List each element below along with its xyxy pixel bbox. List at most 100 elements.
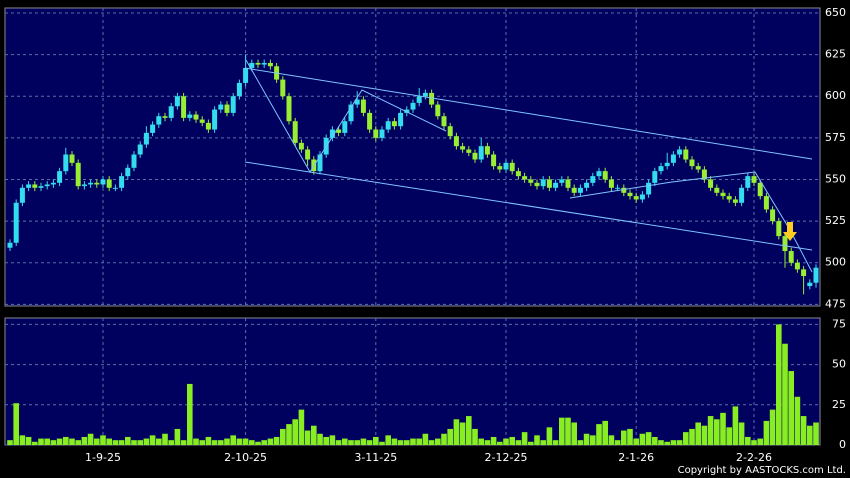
- volume-bar: [50, 440, 57, 445]
- volume-bar: [695, 422, 701, 445]
- volume-bar: [230, 435, 236, 445]
- candle-body: [317, 154, 323, 172]
- volume-bar: [689, 428, 695, 445]
- trend-line: [569, 171, 813, 273]
- candle-body: [360, 99, 366, 113]
- volume-bar: [559, 417, 565, 445]
- candle-body: [32, 184, 38, 188]
- candle-body: [367, 112, 373, 130]
- volume-bar: [627, 428, 633, 445]
- volume-bar: [534, 435, 540, 445]
- volume-panel: [4, 317, 821, 446]
- candle-body: [794, 262, 800, 270]
- candle-body: [379, 129, 385, 138]
- candle-body: [441, 116, 447, 127]
- candle-body: [119, 176, 125, 188]
- volume-bar: [75, 440, 81, 445]
- candle-body: [553, 182, 559, 188]
- candle-body: [565, 179, 571, 188]
- volume-bar: [329, 435, 336, 445]
- volume-bar: [515, 440, 522, 445]
- volume-bar: [342, 438, 348, 445]
- candle-body: [205, 122, 211, 130]
- candle-body: [546, 179, 552, 188]
- volume-bar: [528, 441, 534, 445]
- candle-body: [292, 121, 298, 143]
- x-tick-label: 2-12-25: [485, 451, 528, 464]
- candle-body: [150, 124, 156, 133]
- trend-line: [245, 59, 447, 173]
- volume-bar: [714, 419, 720, 445]
- candle-body: [187, 114, 193, 118]
- volume-bar: [63, 436, 69, 445]
- candle-body: [534, 182, 540, 187]
- volume-bar: [490, 436, 497, 445]
- volume-bar: [732, 406, 739, 445]
- candle-body: [199, 119, 205, 123]
- y-tick-label: 25: [832, 398, 846, 411]
- candle-body: [305, 149, 311, 160]
- candle-body: [391, 121, 397, 127]
- volume-bar: [335, 440, 342, 445]
- volume-bar: [800, 416, 807, 445]
- candle-body: [701, 169, 707, 180]
- candle-body: [788, 251, 794, 263]
- volume-bar: [280, 428, 286, 445]
- x-tick-label: 1-9-25: [85, 451, 121, 464]
- candle-body: [627, 192, 633, 197]
- volume-bar: [670, 440, 677, 445]
- volume-bar: [751, 440, 757, 445]
- candle-body: [267, 62, 273, 67]
- candle-body: [447, 126, 453, 137]
- candle-body: [770, 209, 776, 222]
- y-tick-label: 550: [825, 172, 846, 185]
- volume-bar: [738, 422, 745, 445]
- candle-body: [708, 179, 714, 188]
- candle-body: [807, 282, 813, 287]
- candle-body: [329, 129, 335, 138]
- candle-body: [162, 116, 168, 118]
- x-tick-label: 2-1-26: [618, 451, 654, 464]
- volume-bar: [298, 409, 305, 445]
- volume-bar: [236, 438, 243, 445]
- candle-body: [224, 104, 230, 113]
- candle-body: [125, 167, 131, 177]
- volume-bar: [763, 420, 770, 445]
- candle-body: [813, 267, 819, 283]
- volume-bar: [745, 436, 751, 445]
- candle-body: [249, 62, 255, 68]
- candle-body: [745, 176, 751, 188]
- candle-body: [112, 187, 118, 189]
- candle-body: [484, 146, 490, 155]
- volume-bar: [354, 440, 360, 445]
- volume-bar: [187, 383, 193, 445]
- candle-body: [26, 184, 32, 188]
- candle-body: [75, 162, 81, 187]
- y-tick-label: 75: [832, 317, 846, 330]
- volume-bar: [7, 440, 13, 445]
- volume-bar: [379, 441, 385, 445]
- trend-lines: [244, 59, 813, 273]
- candle-body: [261, 62, 267, 65]
- volume-bar: [106, 438, 112, 445]
- volume-bar: [614, 440, 621, 445]
- candle-body: [453, 136, 459, 147]
- candle-body: [577, 187, 583, 193]
- volume-bar: [552, 440, 559, 445]
- y-tick-label: 500: [825, 256, 846, 269]
- volume-bar: [149, 435, 156, 445]
- volume-bar: [503, 438, 509, 445]
- y-tick-label: 475: [825, 297, 846, 310]
- candle-body: [571, 187, 577, 193]
- copyright: Copyright by AASTOCKS.com Ltd.: [678, 465, 846, 476]
- volume-bar: [428, 440, 435, 445]
- candle-body: [540, 179, 546, 187]
- volume-bar: [205, 436, 212, 445]
- candle-body: [720, 192, 726, 197]
- candle-body: [174, 96, 180, 107]
- candle-body: [584, 182, 590, 188]
- candle-body: [522, 176, 528, 180]
- volume-bar: [459, 422, 466, 445]
- candle-body: [497, 166, 503, 170]
